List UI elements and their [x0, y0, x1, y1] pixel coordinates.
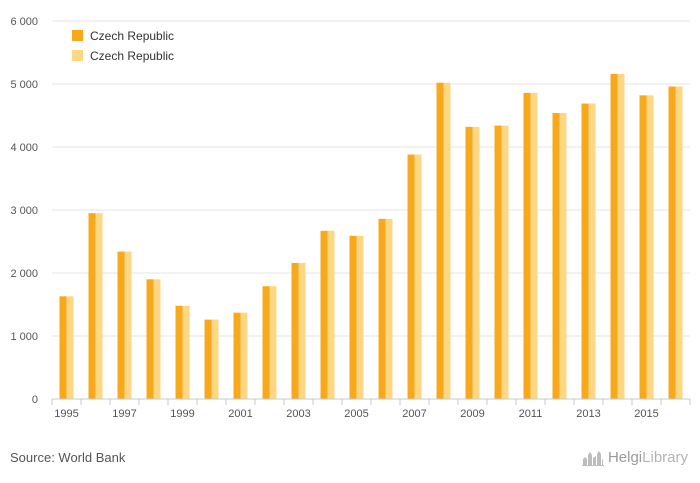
bar-2015-series-2: [646, 95, 654, 399]
y-tick-label: 3 000: [10, 205, 38, 217]
bar-2006-series-1: [378, 218, 386, 399]
x-tick-label: 2005: [344, 408, 368, 420]
y-tick-label: 6 000: [10, 16, 38, 28]
bar-1998-series-1: [146, 279, 154, 399]
bar-2002-series-1: [262, 286, 270, 399]
bar-1996-series-2: [95, 213, 103, 399]
bar-2013-series-1: [581, 103, 589, 399]
legend: Czech Republic Czech Republic: [72, 29, 174, 63]
bar-1999-series-1: [175, 305, 183, 399]
bar-2010-series-2: [501, 125, 509, 399]
bar-1995-series-1: [59, 296, 67, 399]
bars: [59, 73, 683, 400]
y-axis-labels: 0 1 000 2 000 3 000 4 000 5 000 6 000: [10, 16, 38, 406]
bar-2011-series-1: [523, 92, 531, 399]
y-tick-label: 2 000: [10, 268, 38, 280]
brand-logo: HelgiLibrary: [581, 449, 688, 466]
bar-2001-series-2: [240, 312, 248, 399]
x-tick-label: 2011: [519, 408, 543, 420]
legend-swatch: [72, 50, 83, 61]
x-tick-label: 2001: [228, 408, 252, 420]
bar-1997-series-1: [117, 251, 125, 399]
legend-swatch: [72, 30, 83, 41]
bar-2002-series-2: [269, 286, 277, 399]
bar-1999-series-2: [182, 305, 190, 399]
bar-2003-series-2: [298, 262, 306, 399]
brand-name: HelgiLibrary: [607, 449, 688, 466]
x-axis: 1995 1997 1999 2001 2003 2005 2007 2009 2011 2013…: [51, 398, 691, 420]
x-tick-label: 2015: [634, 408, 658, 420]
bar-2007-series-1: [407, 154, 415, 399]
bar-1996-series-1: [88, 213, 96, 399]
bar-1997-series-2: [124, 251, 132, 399]
bar-2009-series-1: [465, 126, 473, 399]
bar-2011-series-2: [530, 92, 538, 399]
legend-label: Czech Republic: [90, 29, 174, 43]
bar-2008-series-1: [436, 82, 444, 400]
bar-2004-series-2: [327, 230, 335, 399]
x-tick-label: 1999: [170, 408, 194, 420]
bar-2006-series-2: [385, 218, 393, 399]
bar-2008-series-2: [443, 82, 451, 400]
y-tick-label: 5 000: [10, 79, 38, 91]
bar-2012-series-1: [552, 112, 560, 399]
bar-2016-series-2: [675, 86, 683, 400]
y-tick-label: 4 000: [10, 142, 38, 154]
bar-2014-series-2: [617, 73, 625, 400]
legend-label: Czech Republic: [90, 49, 174, 63]
bar-2004-series-1: [320, 230, 328, 399]
x-tick-label: 2013: [576, 408, 600, 420]
town-skyline-icon: [581, 450, 604, 466]
bar-2016-series-1: [668, 86, 676, 400]
x-tick-label: 2003: [286, 408, 310, 420]
x-tick-label: 2007: [402, 408, 426, 420]
bar-1998-series-2: [153, 279, 161, 399]
x-tick-label: 1995: [54, 408, 78, 420]
bar-2012-series-2: [559, 112, 567, 399]
y-tick-label: 1 000: [10, 331, 38, 343]
x-tick-label: 1997: [112, 408, 136, 420]
x-tick-label: 2009: [460, 408, 484, 420]
bar-2014-series-1: [610, 73, 618, 400]
bar-2000-series-1: [204, 319, 212, 399]
bar-2005-series-1: [349, 235, 357, 399]
bar-2005-series-2: [356, 235, 364, 399]
bar-2015-series-1: [639, 95, 647, 399]
y-tick-label: 0: [32, 394, 38, 406]
bar-2000-series-2: [211, 319, 219, 399]
bar-2007-series-2: [414, 154, 422, 399]
bar-2003-series-1: [291, 262, 299, 399]
bar-2009-series-2: [472, 126, 480, 399]
bar-2010-series-1: [494, 125, 502, 399]
bar-2001-series-1: [233, 312, 241, 399]
bar-1995-series-2: [66, 296, 74, 399]
bar-2013-series-2: [588, 103, 596, 399]
source-note: Source: World Bank: [10, 450, 126, 465]
